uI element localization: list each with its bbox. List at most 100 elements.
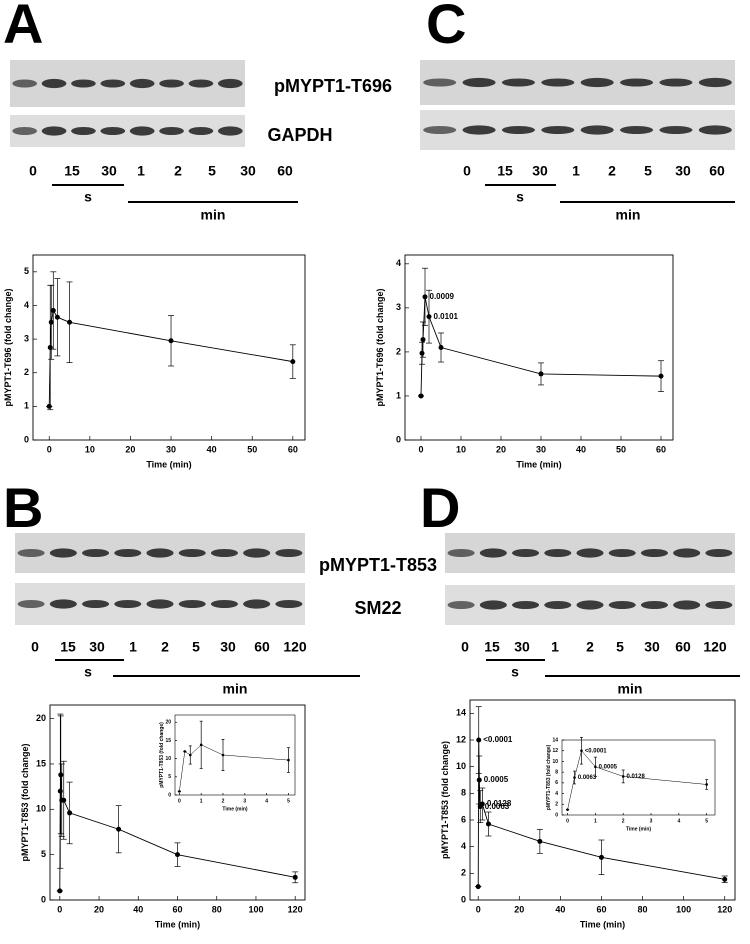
data-point (476, 737, 482, 743)
y-axis-title: pMYPT1-T696 (fold change) (375, 288, 385, 406)
x-tick-label: 2 (222, 798, 225, 804)
blot-band (580, 77, 614, 88)
x-tick-label: 0 (57, 904, 62, 914)
y-tick-label: 3 (24, 333, 29, 343)
blot-band (146, 599, 174, 609)
blot-band (178, 549, 206, 557)
x-axis-title: Time (min) (155, 920, 200, 930)
blot-band (620, 126, 654, 134)
lane-label: 5 (616, 639, 624, 655)
x-tick-label: 80 (638, 904, 648, 914)
data-point (537, 838, 543, 844)
data-point (573, 776, 576, 779)
data-point (54, 314, 60, 320)
blot-band (82, 549, 110, 557)
blot-band (447, 601, 475, 609)
panel-letter: A (3, 0, 43, 55)
y-tick-label: 8 (555, 769, 558, 775)
x-tick-label: 40 (207, 444, 217, 454)
data-point (175, 852, 180, 858)
data-point (566, 808, 569, 811)
blot-band (188, 79, 214, 88)
y-tick-label: 10 (552, 759, 558, 765)
unit-label: min (618, 681, 643, 697)
x-tick-label: 4 (677, 818, 680, 824)
lane-label: 0 (29, 163, 37, 179)
y-tick-label: 20 (36, 713, 46, 723)
y-axis-title: pMYPT1-T853 (fold change) (159, 722, 165, 788)
x-tick-label: 80 (212, 904, 222, 914)
blot-band (620, 78, 654, 87)
blot-band (275, 600, 303, 608)
y-tick-label: 2 (555, 802, 558, 808)
blot-band (462, 77, 496, 88)
western-blot (10, 115, 245, 147)
y-tick-label: 2 (396, 346, 401, 356)
data-line (567, 750, 707, 810)
lane-label: 60 (277, 163, 293, 179)
lane-label: 0 (31, 639, 39, 655)
lane-label: 0 (463, 163, 471, 179)
x-tick-label: 120 (717, 904, 732, 914)
x-tick-label: 60 (596, 904, 606, 914)
p-value-label: 0.0063 (578, 775, 597, 781)
data-point (199, 743, 203, 747)
data-point (61, 797, 67, 803)
y-tick-label: 4 (24, 300, 29, 310)
p-value-label: 0.0009 (430, 292, 455, 301)
unit-label: min (201, 207, 226, 223)
data-point (168, 338, 174, 344)
blot-band (479, 600, 507, 610)
blot-band (129, 78, 155, 89)
plot-frame (174, 714, 296, 796)
y-tick-label: 4 (396, 258, 401, 268)
x-tick-label: 10 (85, 444, 95, 454)
blot-label: pMYPT1-T696 (274, 76, 392, 96)
x-tick-label: 5 (287, 798, 290, 804)
p-value-label: 0.0128 (487, 799, 512, 808)
y-axis-title: pMYPT1-T853 (fold change) (20, 743, 30, 861)
data-point (475, 884, 481, 890)
x-axis-title: Time (min) (580, 920, 625, 930)
x-tick-label: 100 (676, 904, 691, 914)
blot-label: pMYPT1-T853 (319, 555, 437, 575)
data-point (485, 821, 491, 827)
unit-label: s (84, 664, 92, 680)
data-point (67, 319, 73, 325)
blot-band (705, 601, 733, 609)
lane-label: 2 (586, 639, 594, 655)
lane-label: 5 (644, 163, 652, 179)
blot-band (576, 548, 604, 558)
y-tick-label: 5 (24, 266, 29, 276)
data-point (183, 750, 187, 753)
y-tick-label: 20 (165, 720, 171, 726)
y-tick-label: 0 (555, 812, 558, 818)
unit-label: s (516, 189, 524, 205)
blot-band (576, 600, 604, 610)
x-tick-label: 20 (496, 444, 506, 454)
blot-band (12, 127, 38, 135)
data-point (188, 753, 192, 757)
data-point (426, 314, 432, 320)
blot-band (541, 78, 575, 87)
x-tick-label: 2 (622, 818, 625, 824)
data-point (50, 308, 56, 313)
x-tick-label: 0 (418, 444, 423, 454)
blot-band (217, 126, 243, 136)
data-point (46, 403, 52, 409)
x-tick-label: 20 (125, 444, 135, 454)
blot-band (447, 549, 475, 557)
y-tick-label: 4 (555, 791, 558, 797)
lane-label: 60 (709, 163, 725, 179)
data-point (178, 790, 181, 793)
y-tick-label: 0 (41, 894, 46, 904)
blot-band (673, 548, 701, 558)
p-value-label: 0.0005 (484, 775, 509, 784)
data-point (422, 294, 428, 300)
data-point (594, 765, 597, 769)
data-point (419, 350, 425, 356)
data-point (221, 753, 225, 757)
data-point (438, 345, 444, 350)
lane-label: 30 (220, 639, 236, 655)
